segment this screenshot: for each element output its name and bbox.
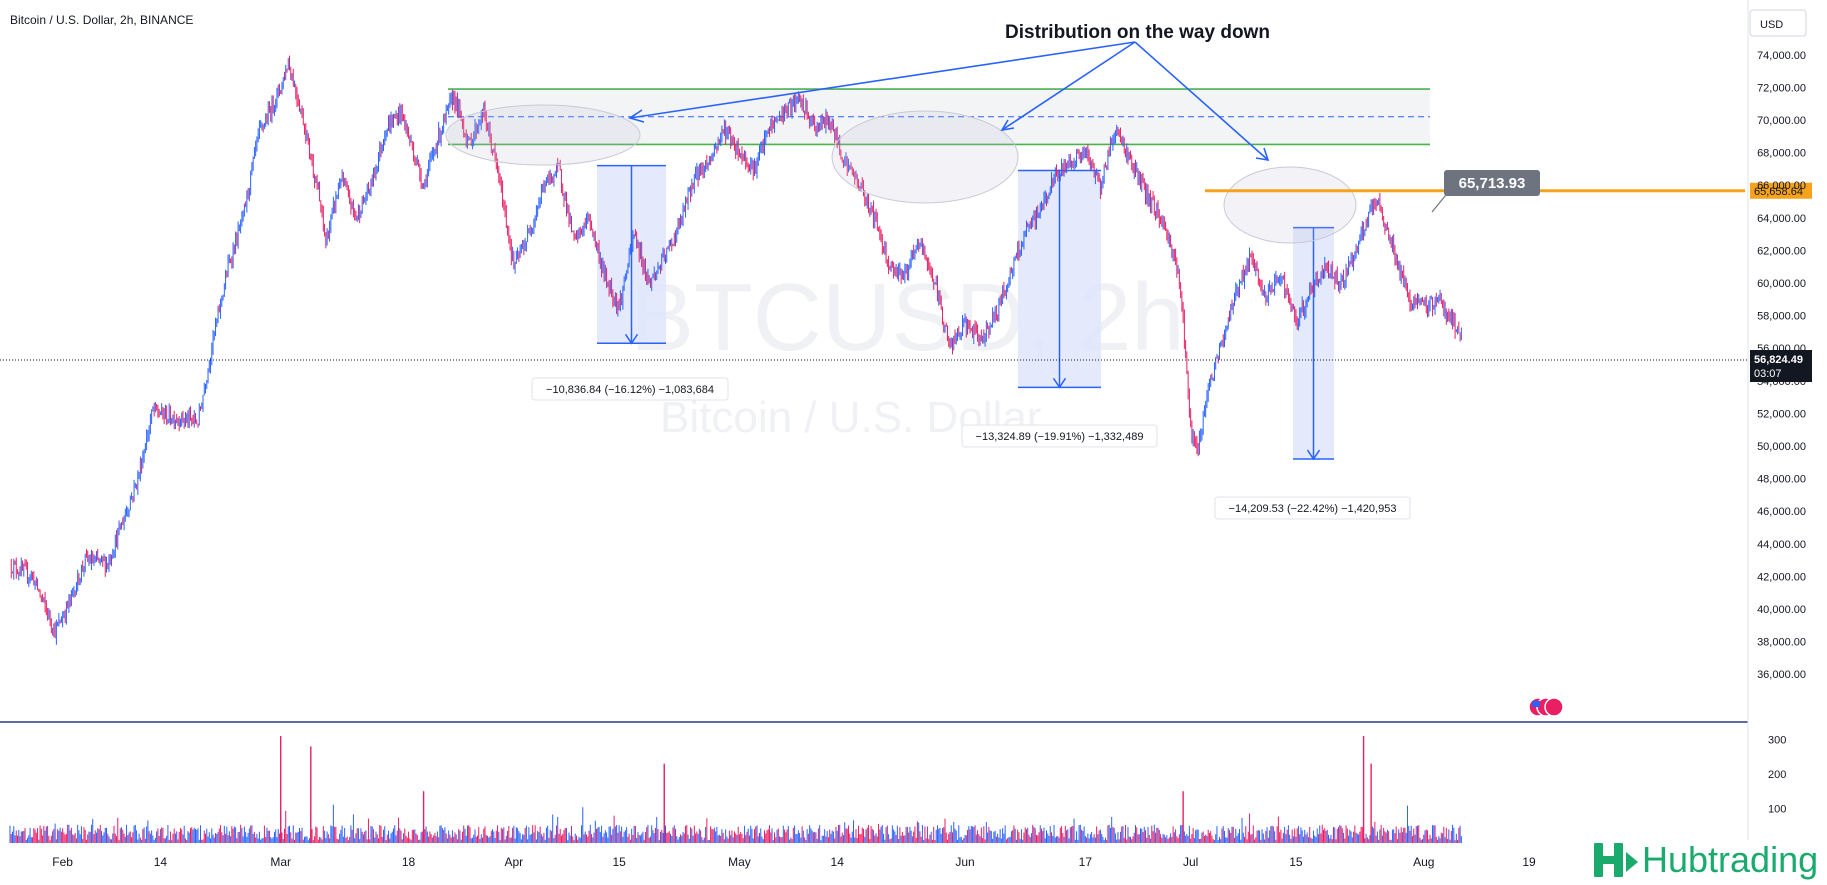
callout-box xyxy=(1444,170,1540,196)
measure-arrow-head xyxy=(1052,377,1067,389)
y-tick-label: 74,000.00 xyxy=(1757,50,1806,62)
last-price-marker[interactable]: 56,824.49 03:07 xyxy=(1750,350,1812,382)
measure-label-box xyxy=(1214,496,1411,520)
arrow-line-3 xyxy=(1134,41,1269,161)
arrow-head-1 xyxy=(628,109,645,123)
measure-label: −13,324.89 (−19.91%) −1,332,489 xyxy=(976,431,1144,443)
measurement-tools[interactable]: −10,836.84 (−16.12%) −1,083,684 −13,324.8… xyxy=(531,164,1411,520)
y-tick-label: 46,000.00 xyxy=(1757,506,1806,518)
logo-mark-icon xyxy=(1594,843,1638,877)
price-axis[interactable]: 76,000.0074,000.0072,000.0070,000.0068,0… xyxy=(1757,17,1806,815)
arrow-line-1 xyxy=(629,41,1136,119)
y-tick-label: 68,000.00 xyxy=(1757,148,1806,160)
x-tick-label: Aug xyxy=(1413,855,1434,869)
measure-arrow-head xyxy=(1306,449,1321,461)
logo-text: Hubtrading xyxy=(1642,839,1818,880)
x-tick-label: 18 xyxy=(402,855,416,869)
x-tick-label: May xyxy=(728,855,751,869)
x-tick-label: 17 xyxy=(1079,855,1093,869)
arrow-line-2 xyxy=(1001,41,1136,131)
x-tick-label: 14 xyxy=(831,855,845,869)
x-tick-label: Feb xyxy=(52,855,73,869)
x-tick-label: 15 xyxy=(1289,855,1303,869)
distribution-ellipses[interactable] xyxy=(445,104,1357,244)
arrow-head-2 xyxy=(1000,119,1015,132)
volume-tick-label: 300 xyxy=(1768,735,1786,747)
distribution-arrows[interactable] xyxy=(628,41,1270,162)
y-tick-label: 58,000.00 xyxy=(1757,311,1806,323)
y-tick-label: 52,000.00 xyxy=(1757,408,1806,420)
distribution-ellipse xyxy=(831,110,1019,204)
countdown-value: 03:07 xyxy=(1754,368,1782,380)
y-tick-label: 70,000.00 xyxy=(1757,115,1806,127)
last-price-box xyxy=(1750,350,1812,382)
measure-arrow-head xyxy=(624,333,639,345)
us-flag-icon[interactable] xyxy=(1528,697,1564,717)
y-tick-label: 36,000.00 xyxy=(1757,669,1806,681)
volume-tick-label: 200 xyxy=(1768,769,1786,781)
x-tick-label: 19 xyxy=(1522,855,1536,869)
y-tick-label: 64,000.00 xyxy=(1757,213,1806,225)
distribution-ellipse xyxy=(445,104,641,166)
measure-label-box xyxy=(961,424,1158,448)
resistance-zone[interactable] xyxy=(448,88,1430,146)
symbol-title[interactable]: Bitcoin / U.S. Dollar, 2h, BINANCE xyxy=(10,13,193,27)
y-tick-label: 50,000.00 xyxy=(1757,441,1806,453)
x-tick-label: Mar xyxy=(270,855,291,869)
x-tick-label: Jun xyxy=(955,855,974,869)
x-tick-label: Apr xyxy=(504,855,523,869)
distribution-ellipse xyxy=(1223,166,1357,244)
currency-box xyxy=(1749,9,1807,37)
y-tick-label: 42,000.00 xyxy=(1757,571,1806,583)
arrow-head-3 xyxy=(1255,147,1270,162)
level-price-box xyxy=(1750,182,1812,199)
y-tick-label: 38,000.00 xyxy=(1757,637,1806,649)
candles xyxy=(10,55,1462,645)
measure-label-box xyxy=(531,377,729,401)
level-callout[interactable]: 65,713.93 xyxy=(1431,170,1540,213)
distribution-label[interactable]: Distribution on the way down xyxy=(1005,22,1270,43)
measure-label: −10,836.84 (−16.12%) −1,083,684 xyxy=(546,384,714,396)
measure-label: −14,209.53 (−22.42%) −1,420,953 xyxy=(1229,503,1397,515)
hubtrading-logo: Hubtrading xyxy=(1588,839,1827,880)
y-tick-label: 40,000.00 xyxy=(1757,604,1806,616)
currency-selector[interactable]: USD xyxy=(1749,9,1807,37)
currency-label: USD xyxy=(1760,19,1783,31)
y-tick-label: 48,000.00 xyxy=(1757,474,1806,486)
volume-tick-label: 100 xyxy=(1768,804,1786,816)
callout-text: 65,713.93 xyxy=(1459,175,1526,192)
y-tick-label: 62,000.00 xyxy=(1757,245,1806,257)
last-price-value: 56,824.49 xyxy=(1754,354,1803,366)
y-tick-label: 44,000.00 xyxy=(1757,539,1806,551)
y-tick-label: 60,000.00 xyxy=(1757,278,1806,290)
y-tick-label: 66,000.00 xyxy=(1757,180,1806,192)
x-tick-label: 14 xyxy=(154,855,168,869)
volume-bars xyxy=(9,736,1462,843)
x-tick-label: Jul xyxy=(1183,855,1198,869)
level-price-label: 65,658.64 xyxy=(1754,186,1803,198)
x-tick-label: 15 xyxy=(612,855,626,869)
y-tick-label: 72,000.00 xyxy=(1757,82,1806,94)
